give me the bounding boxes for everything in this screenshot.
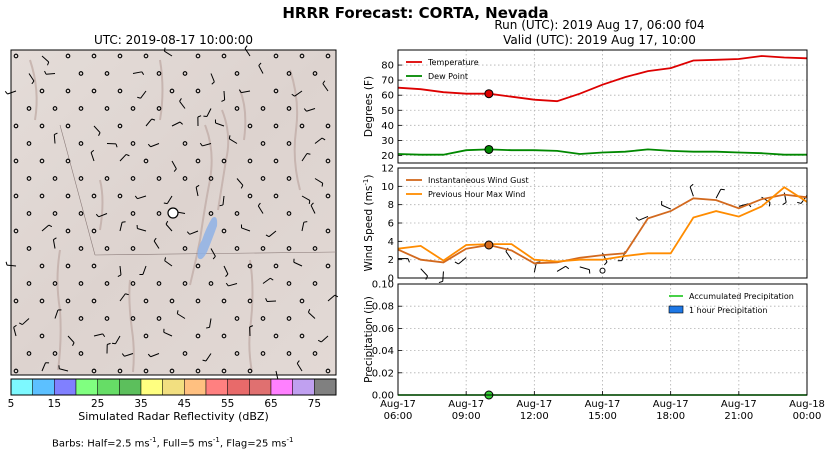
x-tick-label-time: 09:00 [452, 411, 481, 422]
ts-barb-staff [556, 265, 566, 272]
y-tick-label: 0.10 [372, 280, 394, 291]
y-tick-label: 30 [381, 136, 394, 147]
ts-barb-staff [442, 271, 444, 282]
y-axis-label: Wind Speed (ms-1) [362, 175, 375, 272]
ts-barb-feather [782, 201, 787, 205]
run-time: Run (UTC): 2019 Aug 17, 06:00 f04 [494, 18, 705, 32]
y-axis-label: Degrees (F) [363, 76, 375, 137]
y-tick-label: 0.06 [372, 324, 394, 335]
ts-barb-feather [407, 258, 410, 263]
legend-label: Previous Hour Max Wind [428, 190, 525, 199]
x-tick-label-date: Aug-17 [380, 399, 416, 410]
figure-title: HRRR Forecast: CORTA, Nevada [282, 4, 549, 22]
valid-time: Valid (UTC): 2019 Aug 17, 10:00 [503, 33, 696, 47]
barbs-note: Barbs: Half=2.5 ms-1, Full=5 ms-1, Flag=… [52, 436, 294, 450]
ts-barb-feather [635, 217, 640, 221]
series-line [397, 193, 808, 265]
legend: Temperature Dew Point [406, 58, 479, 81]
y-tick-label: 6 [388, 219, 394, 230]
ts-barb-feather [797, 201, 802, 204]
ts-barb-feather [689, 183, 694, 188]
precip-panel: 0.00 0.02 0.04 0.06 0.08 0.10 Precipitation (i… [363, 280, 808, 402]
x-tick-label-date: Aug-18 [789, 399, 825, 410]
series-line [397, 55, 808, 103]
y-tick-label: 0.04 [372, 346, 394, 357]
y-tick-label: 8 [388, 200, 394, 211]
y-tick-label: 80 [381, 61, 394, 72]
y-tick-label: 2 [388, 255, 394, 266]
x-tick-label-date: Aug-17 [721, 399, 757, 410]
valid-time-marker [484, 89, 494, 99]
valid-time-marker [484, 144, 494, 154]
ts-barb-staff [715, 189, 722, 199]
x-tick-label-time: 00:00 [793, 411, 822, 422]
x-tick-label-date: Aug-17 [516, 399, 552, 410]
y-tick-label: 50 [381, 106, 394, 117]
unit-close: ) [363, 175, 375, 179]
x-tick-label-time: 06:00 [384, 411, 413, 422]
ts-barb-feather [768, 202, 771, 207]
ts-barb-staff [661, 204, 671, 210]
ts-barb-feather [454, 261, 459, 265]
ts-barb-staff [579, 266, 590, 271]
series-line [397, 186, 808, 263]
unit-exponent: -1 [362, 179, 370, 186]
ts-barb-staff [689, 186, 694, 197]
y-tick-label: 10 [381, 182, 394, 193]
y-tick-label: 0.00 [372, 391, 394, 402]
ts-barb-staff [533, 262, 537, 273]
legend: Accumulated Precipitation 1 hour Precipit… [668, 292, 794, 315]
ts-barb-feather [604, 261, 608, 266]
panel-frame [397, 167, 808, 279]
x-tick-label-date: Aug-17 [448, 399, 484, 410]
temperature-panel: 20 30 40 50 60 70 80 Degrees (F) Temperature Dew … [363, 49, 808, 164]
legend: Instantaneous Wind Gust Previous Hour Max… [406, 176, 529, 199]
y-axis-label: Precipitation (in) [363, 296, 375, 383]
ts-barb-feather [438, 280, 443, 284]
y-tick-label: 40 [381, 121, 394, 132]
legend-label: Temperature [427, 58, 479, 67]
ts-barb-staff [458, 257, 467, 265]
y-tick-label: 20 [381, 151, 394, 162]
x-tick-label-time: 21:00 [724, 411, 753, 422]
x-tick-label-time: 12:00 [520, 411, 549, 422]
y-tick-label: 4 [388, 237, 394, 248]
y-tick-label: 0 [388, 274, 394, 285]
x-axis-ticks: Aug-1706:00Aug-1709:00Aug-1712:00Aug-171… [380, 391, 825, 422]
y-tick-label: 0.02 [372, 368, 394, 379]
legend-label: 1 hour Precipitation [689, 306, 768, 315]
map-title: UTC: 2019-08-17 10:00:00 [93, 33, 254, 47]
ts-calm-circle [599, 267, 606, 274]
x-tick-label-date: Aug-17 [653, 399, 689, 410]
wind-panel: 0 2 4 6 8 10 12 Wind Speed (ms-1) Instantaneous … [362, 164, 808, 285]
legend-label: Instantaneous Wind Gust [428, 176, 529, 185]
x-tick-label-time: 15:00 [588, 411, 617, 422]
legend-label: Dew Point [428, 72, 468, 81]
colorbar-label: Simulated Radar Reflectivity (dBZ) [78, 410, 269, 423]
series-line [397, 148, 807, 156]
legend-label: Accumulated Precipitation [689, 292, 794, 301]
x-tick-label-date: Aug-17 [585, 399, 621, 410]
ts-barb-staff [638, 215, 649, 221]
ts-barb-staff [505, 251, 513, 260]
ts-barb-staff [420, 268, 428, 277]
y-tick-label: 12 [381, 164, 394, 175]
valid-time-marker [484, 240, 494, 250]
y-tick-label: 60 [381, 91, 394, 102]
ts-barb-feather [565, 265, 570, 270]
panel-frame [397, 49, 808, 164]
x-tick-label-time: 18:00 [656, 411, 685, 422]
y-tick-label: 70 [381, 76, 394, 87]
y-tick-label: 0.08 [372, 302, 394, 313]
legend-swatch [668, 305, 684, 314]
